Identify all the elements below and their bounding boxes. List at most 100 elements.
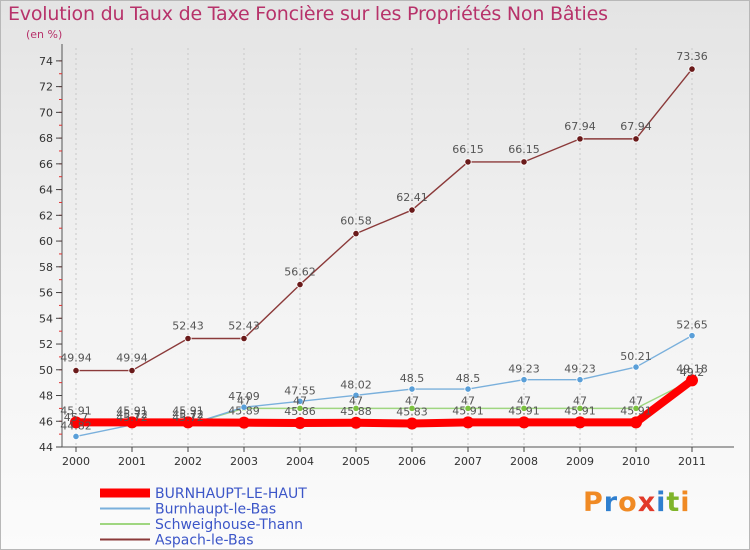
y-tick-label: 70 — [39, 106, 53, 119]
legend-label: Schweighouse-Thann — [155, 517, 303, 533]
data-point — [182, 416, 194, 429]
data-label: 60.58 — [340, 215, 372, 228]
y-tick-label: 68 — [39, 132, 53, 145]
x-tick-label: 2008 — [510, 455, 538, 468]
y-tick-label: 54 — [39, 312, 53, 325]
logo-letter: t — [666, 487, 681, 518]
unit-label: (en %) — [26, 28, 63, 41]
data-label: 67.94 — [564, 120, 596, 133]
legend: BURNHAUPT-LE-HAUTBurnhaupt-le-BasSchweig… — [100, 486, 307, 549]
data-label: 50.21 — [620, 350, 652, 363]
data-point — [352, 229, 360, 238]
data-label: 45.86 — [284, 405, 316, 418]
y-tick-label: 56 — [39, 287, 53, 300]
data-label: 66.15 — [452, 143, 484, 156]
legend-label: Aspach-le-Bas — [155, 533, 254, 549]
data-point — [126, 416, 138, 429]
data-label: 52.43 — [172, 319, 204, 332]
data-label: 45.91 — [116, 404, 148, 417]
y-tick-label: 72 — [39, 81, 53, 94]
y-tick-label: 48 — [39, 390, 53, 403]
series-line — [76, 377, 695, 428]
data-point — [686, 374, 698, 387]
logo-letter: x — [637, 487, 657, 518]
data-label: 49.23 — [564, 363, 596, 376]
data-point — [464, 158, 472, 166]
x-tick-label: 2010 — [622, 455, 650, 468]
y-tick-label: 64 — [39, 184, 53, 197]
data-point — [520, 158, 528, 166]
data-point — [464, 404, 472, 412]
data-label: 45.91 — [60, 404, 92, 417]
x-tick-label: 2006 — [398, 455, 426, 468]
data-label: 44.82 — [60, 419, 92, 432]
y-tick-label: 44 — [39, 441, 53, 454]
x-tick-label: 2009 — [566, 455, 594, 468]
data-label: 49.23 — [508, 363, 540, 376]
data-label: 45.91 — [564, 404, 596, 417]
x-tick-label: 2001 — [118, 455, 146, 468]
data-label: 45.91 — [452, 404, 484, 417]
data-label: 49.18 — [676, 362, 708, 375]
data-point — [688, 65, 696, 73]
data-point — [240, 403, 248, 411]
legend-label: Burnhaupt-le-Bas — [155, 502, 276, 518]
data-point — [70, 416, 82, 429]
series-lines — [70, 65, 698, 441]
data-label: 52.65 — [676, 319, 708, 332]
data-label: 47 — [405, 394, 419, 407]
data-point — [296, 404, 304, 412]
data-point — [462, 416, 474, 429]
data-point — [520, 404, 528, 412]
data-label: 47.09 — [228, 390, 260, 403]
logo-letter: i — [680, 487, 691, 518]
data-label: 48.5 — [400, 372, 425, 385]
data-point — [72, 366, 80, 375]
series-line — [75, 379, 693, 426]
y-tick-label: 58 — [39, 261, 53, 274]
data-label: 45.88 — [340, 405, 372, 418]
data-label: 47 — [517, 394, 531, 407]
data-label: 47 — [293, 394, 307, 407]
data-point — [464, 385, 472, 393]
y-tick-label: 66 — [39, 158, 53, 171]
y-tick-label: 46 — [39, 415, 53, 428]
data-point — [296, 280, 304, 289]
data-point — [352, 391, 360, 399]
data-label: 49.94 — [116, 352, 148, 365]
proxiti-logo: Proxiti — [583, 487, 691, 518]
data-point — [408, 385, 416, 393]
data-label: 67.94 — [620, 120, 652, 133]
data-label: 73.36 — [676, 50, 708, 63]
data-point — [576, 376, 584, 384]
data-label: 45.91 — [620, 404, 652, 417]
data-point — [632, 135, 640, 143]
data-point — [576, 135, 584, 143]
logo-letter: i — [656, 487, 667, 518]
data-point — [406, 417, 418, 430]
data-label: 49.94 — [60, 352, 92, 365]
data-point — [240, 334, 248, 343]
data-label: 45.89 — [228, 405, 260, 418]
x-tick-label: 2005 — [342, 455, 370, 468]
data-label: 52.43 — [228, 319, 260, 332]
data-point — [632, 404, 640, 412]
data-label: 48.02 — [340, 378, 372, 391]
y-tick-label: 50 — [39, 364, 53, 377]
data-label: 47 — [573, 394, 587, 407]
data-label: 45.91 — [172, 404, 204, 417]
data-label: 47 — [629, 394, 643, 407]
data-point — [574, 416, 586, 429]
data-point — [520, 376, 528, 384]
y-tick-label: 60 — [39, 235, 53, 248]
data-point — [576, 404, 584, 412]
logo-letter: o — [618, 487, 638, 518]
y-tick-label: 62 — [39, 209, 53, 222]
data-point — [408, 206, 416, 214]
data-label: 45.83 — [396, 405, 428, 418]
data-label: 45.72 — [172, 411, 204, 424]
chart-title: Evolution du Taux de Taxe Foncière sur l… — [8, 3, 608, 25]
data-label: 45.7 — [64, 411, 89, 424]
